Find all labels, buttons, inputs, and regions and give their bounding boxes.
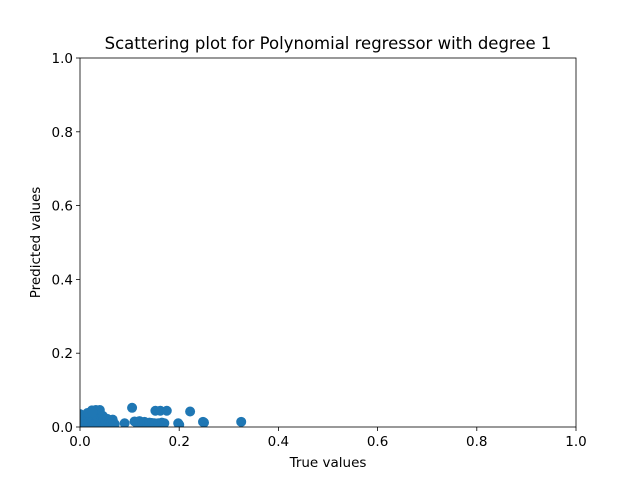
- scatter-point: [161, 405, 172, 416]
- points-layer: [80, 402, 247, 427]
- y-tick-label: 1.0: [52, 51, 73, 67]
- scatter-point: [199, 417, 209, 427]
- scatter-point: [127, 402, 138, 413]
- chart-title: Scattering plot for Polynomial regressor…: [105, 34, 552, 53]
- x-tick-label: 0.2: [168, 434, 189, 450]
- x-tick-label: 1.0: [565, 434, 586, 450]
- y-tick-label: 0.2: [52, 346, 73, 362]
- plot-frame: [79, 57, 577, 428]
- x-axis-label: True values: [289, 455, 367, 471]
- x-tick-label: 0.8: [466, 434, 487, 450]
- x-tick-label: 0.4: [268, 434, 289, 450]
- y-tick-label: 0.6: [52, 199, 73, 215]
- scatter-point: [119, 418, 130, 427]
- x-tick-label: 0.0: [69, 434, 90, 450]
- scatter-point: [236, 416, 247, 427]
- x-tick-label: 0.6: [367, 434, 388, 450]
- y-tick-label: 0.8: [52, 125, 73, 141]
- scatter-point: [109, 419, 120, 427]
- y-axis-label: Predicted values: [28, 187, 44, 299]
- scatter-point: [87, 407, 98, 418]
- scatter-point: [174, 419, 185, 427]
- y-tick-label: 0.4: [52, 272, 73, 288]
- scatter-point: [80, 419, 88, 427]
- y-tick-label: 0.0: [52, 420, 73, 436]
- scatter-point: [185, 406, 196, 417]
- scatter-point: [159, 418, 170, 427]
- ticks-layer: 0.0 0.2 0.4 0.6 0.8 1.0 0.0 0.2 0.4 0.6 0.8 1.0: [52, 51, 587, 450]
